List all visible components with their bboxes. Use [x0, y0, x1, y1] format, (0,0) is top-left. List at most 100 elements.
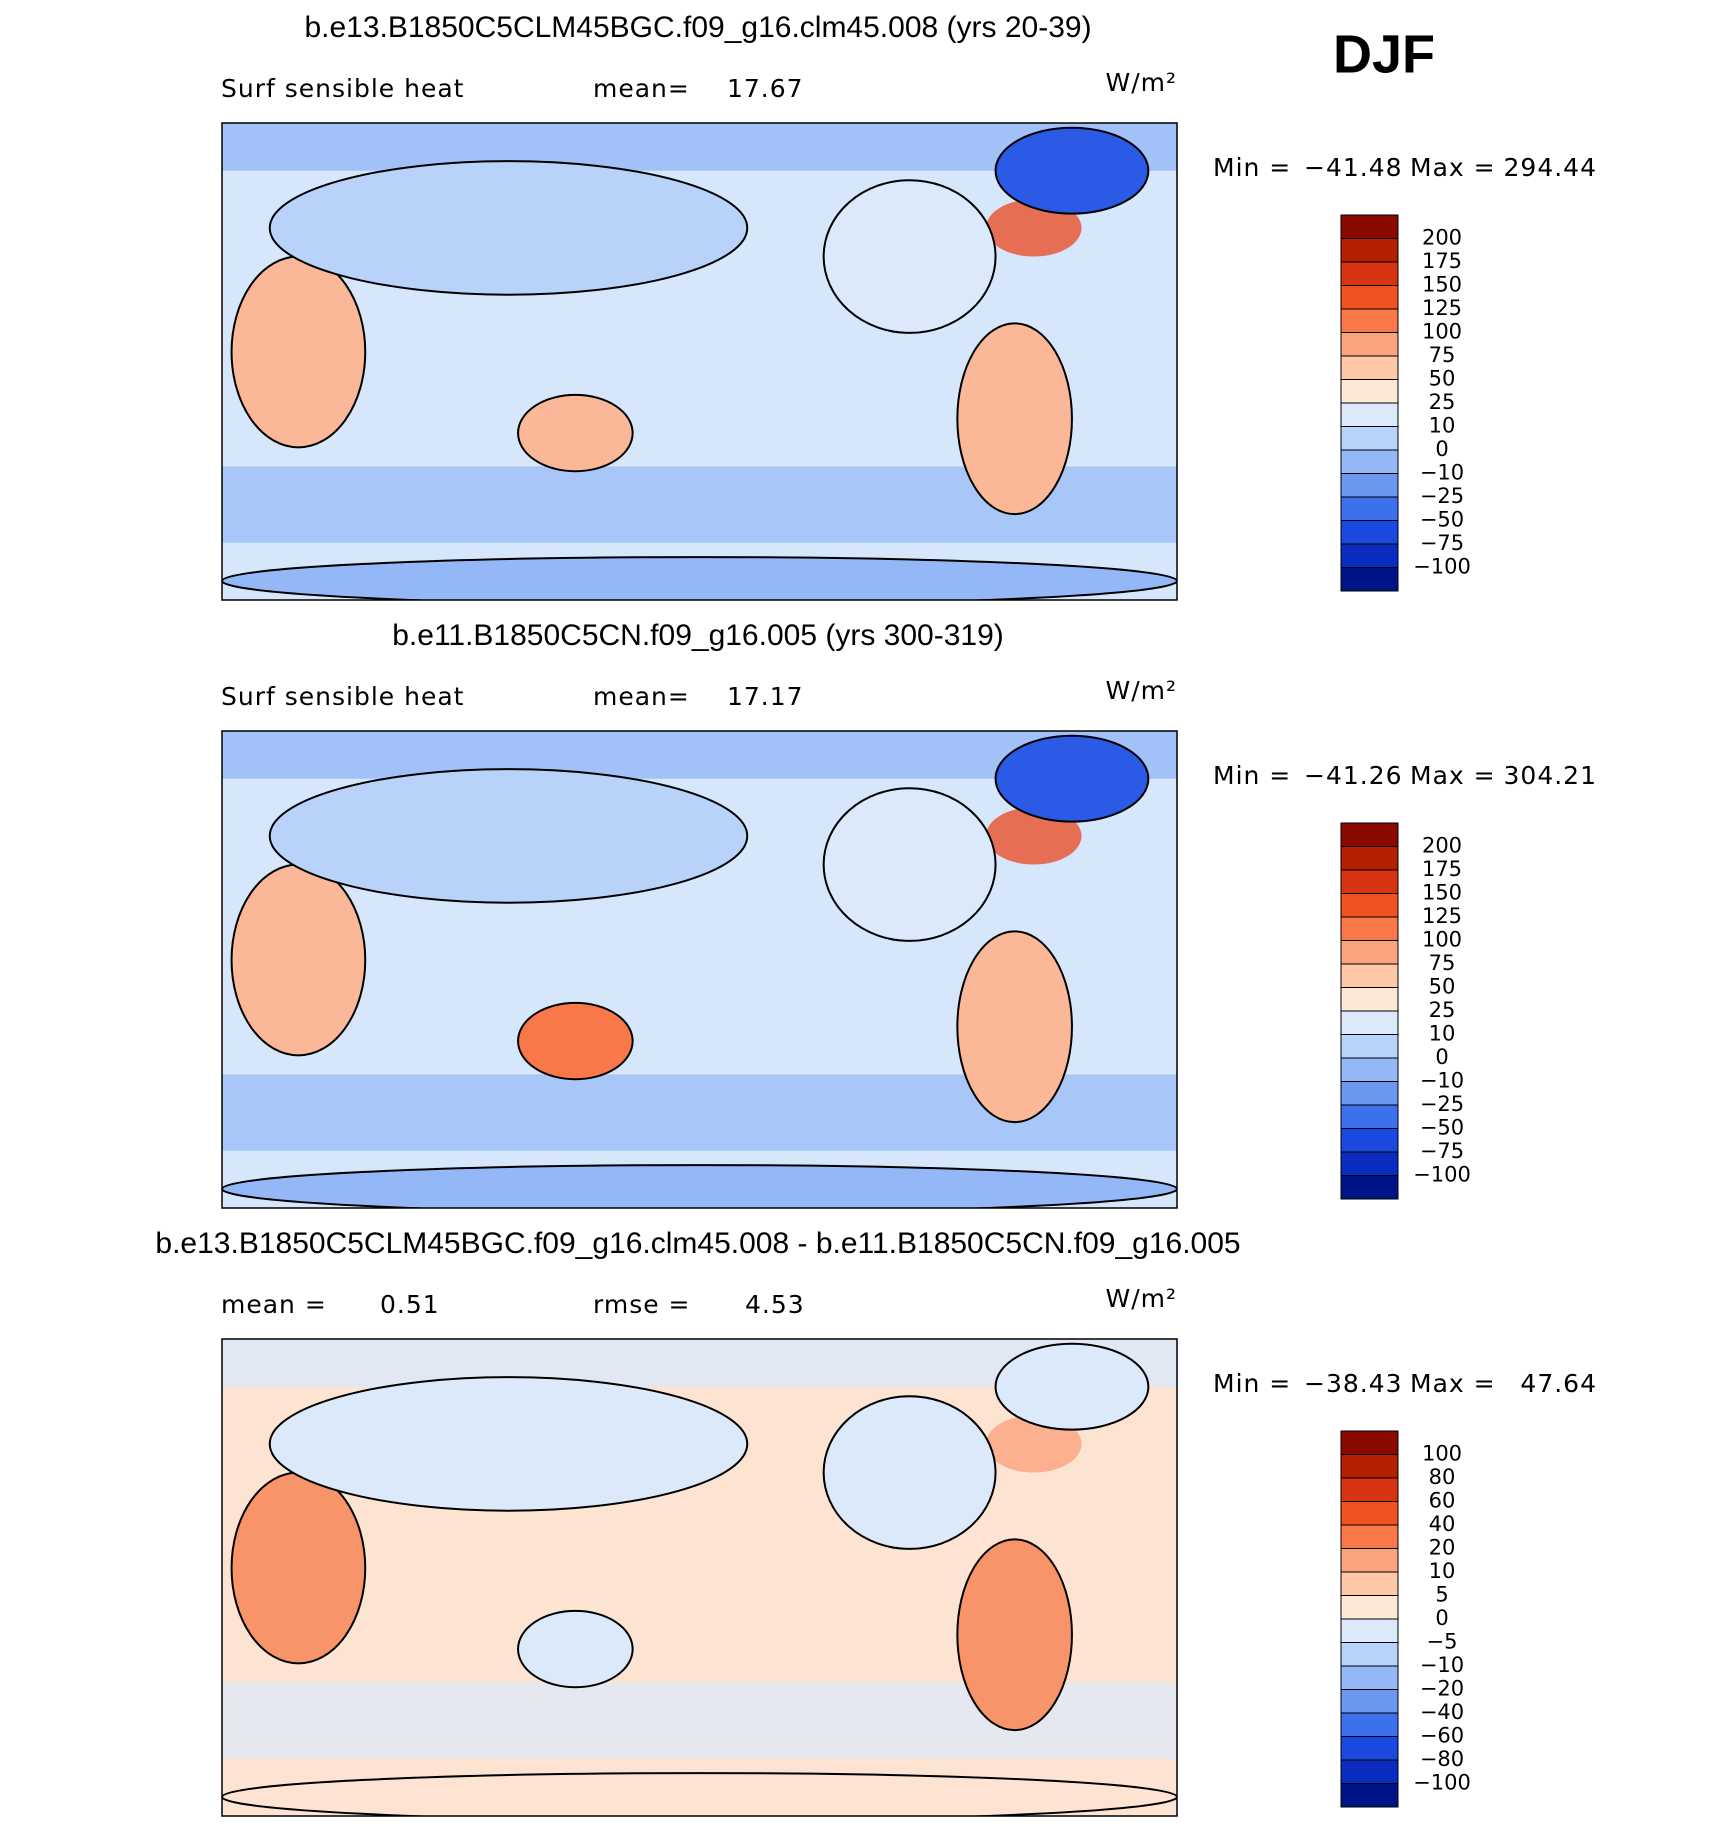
- stat-label: mean =: [221, 1290, 327, 1319]
- land: [822, 1395, 997, 1550]
- colorbar-label: 10: [1429, 1559, 1456, 1583]
- colorbar-box: [1340, 1430, 1399, 1455]
- colorbar-label: −40: [1420, 1700, 1464, 1724]
- land: [517, 1001, 634, 1081]
- colorbar-label: 0: [1435, 1606, 1448, 1630]
- colorbar-box: [1340, 1151, 1399, 1176]
- colorbar-label: 100: [1422, 1442, 1462, 1466]
- map: [222, 1339, 1177, 1816]
- colorbar-label: 75: [1429, 343, 1456, 367]
- colorbar-box: [1340, 1548, 1399, 1573]
- colorbar-label: 10: [1429, 414, 1456, 438]
- colorbar-label: 125: [1422, 904, 1462, 928]
- land: [268, 1376, 749, 1512]
- colorbar-box: [1340, 987, 1399, 1012]
- colorbar-box: [1340, 238, 1399, 263]
- min-value: −38.43: [1304, 1369, 1403, 1398]
- colorbar-box: [1340, 402, 1399, 427]
- land: [268, 768, 749, 904]
- colorbar-box: [1340, 1618, 1399, 1643]
- stat-value: 17.17: [727, 682, 804, 711]
- land: [956, 1538, 1073, 1732]
- land: [956, 322, 1073, 516]
- season-label: DJF: [1333, 24, 1435, 84]
- land: [222, 1164, 1177, 1208]
- land: [222, 556, 1177, 600]
- stat-label: mean=: [593, 682, 690, 711]
- panel-title: b.e13.B1850C5CLM45BGC.f09_g16.clm45.008 …: [155, 1227, 1240, 1260]
- colorbar-label: 200: [1422, 834, 1462, 858]
- colorbar-label: −20: [1420, 1677, 1464, 1701]
- colorbar-label: 0: [1435, 1045, 1448, 1069]
- colorbar-label: 40: [1429, 1512, 1456, 1536]
- colorbar-label: 60: [1429, 1489, 1456, 1513]
- colorbar-box: [1340, 1104, 1399, 1129]
- colorbar-box: [1340, 520, 1399, 545]
- colorbar-label: −100: [1413, 1771, 1471, 1795]
- colorbar-box: [1340, 261, 1399, 286]
- colorbar-label: 80: [1429, 1465, 1456, 1489]
- colorbar-label: −100: [1413, 555, 1471, 579]
- colorbar-box: [1340, 846, 1399, 871]
- colorbar-label: −100: [1413, 1163, 1471, 1187]
- colorbar-box: [1340, 1501, 1399, 1526]
- colorbar-label: 175: [1422, 857, 1462, 881]
- colorbar-label: 0: [1435, 437, 1448, 461]
- colorbar-box: [1340, 332, 1399, 357]
- stat-label: rmse =: [593, 1290, 691, 1319]
- min-label: Min =: [1213, 761, 1291, 790]
- colorbar-label: 5: [1435, 1583, 1448, 1607]
- units: W/m²: [1105, 68, 1177, 97]
- colorbar-box: [1340, 1010, 1399, 1035]
- colorbar-box: [1340, 473, 1399, 498]
- colorbar-box: [1340, 1571, 1399, 1596]
- colorbar-label: −50: [1420, 508, 1464, 532]
- units: W/m²: [1105, 1284, 1177, 1313]
- land: [822, 787, 997, 942]
- colorbar-box: [1340, 1736, 1399, 1761]
- colorbar-box: [1340, 940, 1399, 965]
- min-value: −41.48: [1304, 153, 1403, 182]
- colorbar-label: −10: [1420, 1653, 1464, 1677]
- colorbar-label: 50: [1429, 367, 1456, 391]
- colorbar-box: [1340, 285, 1399, 310]
- colorbar-label: −10: [1420, 461, 1464, 485]
- colorbar-box: [1340, 1595, 1399, 1620]
- max-label: Max =: [1410, 153, 1496, 182]
- land: [822, 179, 997, 334]
- variable-name: Surf sensible heat: [221, 74, 464, 103]
- land: [517, 393, 634, 473]
- min-label: Min =: [1213, 1369, 1291, 1398]
- land: [268, 160, 749, 296]
- colorbar-label: −75: [1420, 531, 1464, 555]
- max-value: 294.44: [1504, 153, 1597, 182]
- land: [517, 1609, 634, 1689]
- colorbar-label: 100: [1422, 928, 1462, 952]
- colorbar-label: 125: [1422, 296, 1462, 320]
- map-frame: [221, 122, 1178, 601]
- colorbar-box: [1340, 543, 1399, 568]
- colorbar-label: −5: [1427, 1630, 1458, 1654]
- panel-title: b.e11.B1850C5CN.f09_g16.005 (yrs 300-319…: [392, 619, 1004, 652]
- colorbar-box: [1340, 1689, 1399, 1714]
- map-frame: [221, 730, 1178, 1209]
- colorbar-label: 150: [1422, 273, 1462, 297]
- colorbar-box: [1340, 379, 1399, 404]
- colorbar-label: −10: [1420, 1069, 1464, 1093]
- colorbar-box: [1340, 893, 1399, 918]
- panel-title: b.e13.B1850C5CLM45BGC.f09_g16.clm45.008 …: [304, 11, 1091, 44]
- colorbar-box: [1340, 355, 1399, 380]
- colorbar-label: −75: [1420, 1139, 1464, 1163]
- min-value: −41.26: [1304, 761, 1403, 790]
- colorbar-label: 200: [1422, 226, 1462, 250]
- land: [994, 126, 1150, 215]
- land: [230, 863, 367, 1057]
- land: [230, 255, 367, 449]
- colorbar-box: [1340, 869, 1399, 894]
- colorbar-label: −50: [1420, 1116, 1464, 1140]
- colorbar-box: [1340, 1057, 1399, 1082]
- colorbar-box: [1340, 1081, 1399, 1106]
- stat-value: 0.51: [380, 1290, 440, 1319]
- map: [222, 731, 1177, 1208]
